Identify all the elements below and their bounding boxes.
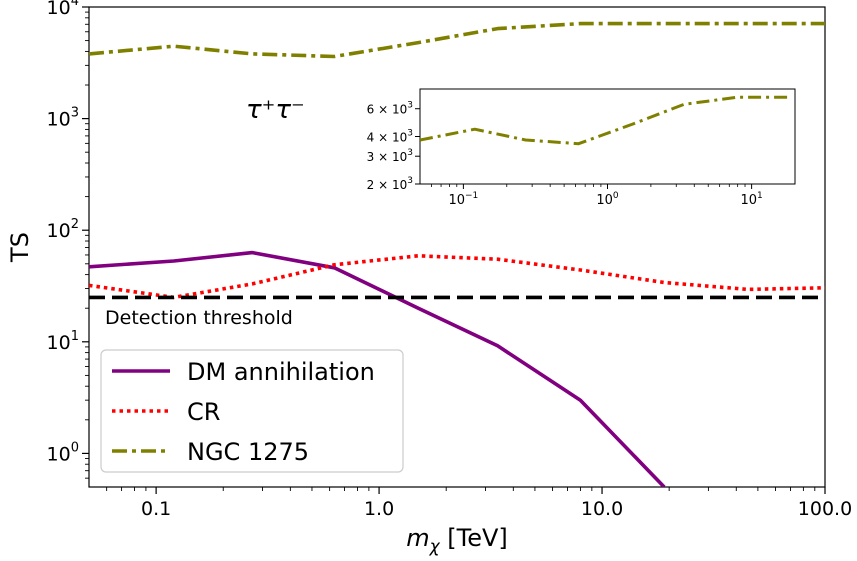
x-axis-label-sub: χ [429, 537, 441, 557]
inset-x-tick-label: 101 [740, 191, 762, 208]
threshold-label: Detection threshold [105, 307, 293, 329]
y-tick-label: 100 [47, 440, 79, 465]
y-tick-label: 103 [47, 106, 79, 131]
inset-y-tick-label: 4 × 103 [367, 129, 413, 145]
channel-annotation: τ⁺τ⁻ [246, 95, 305, 125]
inset-series [420, 95, 792, 146]
x-tick-label: 0.1 [141, 498, 171, 520]
x-axis-label: mχ [TeV] [406, 524, 508, 557]
y-axis-label: TS [6, 232, 34, 263]
series-line-ngc-1275 [89, 21, 825, 59]
main-series [89, 21, 825, 487]
y-tick-label: 104 [47, 0, 79, 19]
legend-label: DM annihilation [187, 358, 375, 386]
x-tick-label: 10.0 [581, 498, 623, 520]
main-ticks: 0.1 1.0 10.0 100.0 100 101 102 103 104 [47, 0, 853, 520]
x-tick-label: 100.0 [798, 498, 852, 520]
inset-series-line [420, 95, 792, 146]
series-line-cr [89, 254, 825, 300]
series-line-dm-annihilation [89, 250, 666, 487]
inset-y-tick-label: 3 × 103 [367, 148, 413, 164]
inset-chart: 10−1 100 101 2 × 103 3 × 103 4 × 103 6 × 103 [367, 88, 796, 208]
threshold: Detection threshold [89, 295, 825, 329]
y-tick-label: 102 [47, 217, 79, 242]
legend-label: NGC 1275 [187, 438, 309, 466]
inset-y-tick-label: 2 × 103 [367, 176, 413, 192]
x-axis-label-unit: [TeV] [440, 524, 508, 552]
legend-label: CR [187, 398, 220, 426]
inset-y-tick-label: 6 × 103 [367, 101, 413, 117]
legend: DM annihilation CR NGC 1275 [100, 349, 404, 473]
inset-ticks: 10−1 100 101 2 × 103 3 × 103 4 × 103 6 × 103 [367, 101, 763, 208]
y-tick-label: 101 [47, 329, 79, 354]
x-axis-label-main: m [406, 524, 429, 552]
legend-frame [100, 349, 404, 473]
inset-plot-area [419, 88, 796, 185]
inset-x-tick-label: 10−1 [448, 191, 478, 208]
x-tick-label: 1.0 [364, 498, 394, 520]
inset-x-tick-label: 100 [596, 191, 619, 208]
